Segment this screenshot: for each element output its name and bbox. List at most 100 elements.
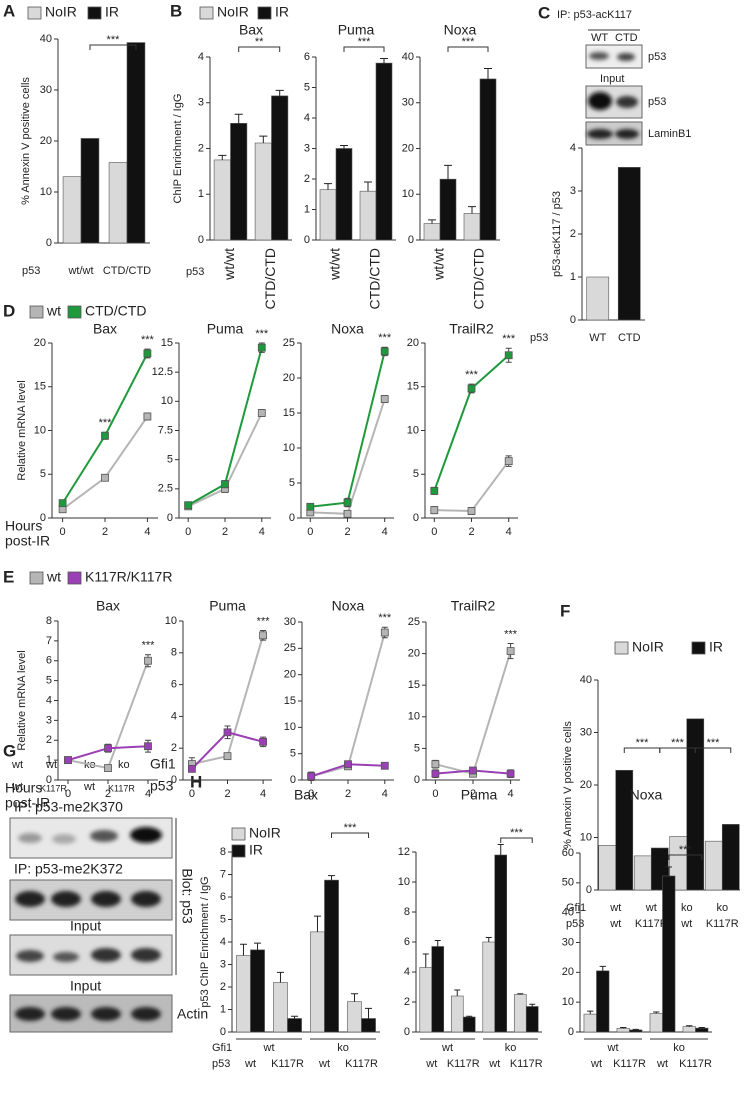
y-tick-label: 20	[562, 966, 574, 978]
blot-band	[53, 952, 79, 962]
error-bar	[665, 866, 672, 876]
significance-label: ***	[510, 827, 524, 839]
row-label: p53	[150, 778, 174, 794]
error-bar	[484, 67, 492, 79]
y-tick-label: 10	[580, 831, 592, 843]
x-axis-label: Hours	[5, 518, 42, 534]
chart-title: Puma	[209, 598, 246, 614]
significance-bracket	[694, 747, 732, 753]
significance-bracket	[500, 837, 533, 843]
blot-row-label: p53	[648, 51, 666, 63]
significance-label: ***	[358, 36, 372, 48]
significance-label: ***	[671, 737, 685, 749]
x-tick-label: K117R	[510, 1058, 543, 1070]
legend-label: wt	[46, 303, 61, 319]
x-axis-label: Hours	[5, 780, 42, 796]
x-tick-label: wt	[680, 918, 692, 930]
bar	[616, 1028, 630, 1033]
y-tick-label: 4	[198, 51, 204, 63]
y-tick-label: 10	[398, 876, 410, 888]
bar	[423, 223, 441, 241]
lane-label: wt	[45, 759, 57, 771]
blot-band	[588, 92, 612, 110]
category-axis-label: p53	[566, 918, 584, 930]
x-axis-label: post-IR	[5, 533, 50, 549]
y-tick-label: 3	[46, 714, 52, 726]
y-tick-label: 0	[413, 512, 419, 524]
error-bar	[380, 58, 388, 64]
blot-strip	[585, 121, 643, 146]
blot-band	[616, 96, 638, 108]
y-tick-label: 40	[580, 674, 592, 686]
y-tick-label: 5	[40, 468, 46, 480]
blot-band	[615, 129, 639, 139]
y-tick-label: 2	[304, 173, 310, 185]
blot-band	[51, 891, 81, 907]
y-tick-label: 40	[40, 33, 52, 45]
bar	[721, 824, 740, 891]
y-tick-label: 4	[46, 694, 52, 706]
group-label: ko	[337, 1042, 349, 1054]
y-tick-label: 0	[46, 774, 52, 786]
blot-label: Input	[70, 978, 101, 994]
y-tick-label: 30	[40, 84, 52, 96]
significance-label: **	[255, 36, 264, 48]
marker	[380, 628, 389, 637]
legend-label: NoIR	[45, 4, 77, 20]
category-axis-label: p53	[186, 266, 204, 278]
bar	[463, 213, 481, 241]
legend-swatch	[231, 827, 246, 841]
bar	[431, 946, 445, 1033]
y-tick-label: 0	[171, 774, 177, 786]
y-tick-label: 10	[408, 711, 420, 723]
marker	[257, 343, 266, 352]
marker	[430, 506, 439, 515]
blot-band	[18, 833, 42, 843]
x-tick-label: 0	[307, 526, 313, 538]
error-bar	[587, 1010, 594, 1015]
x-tick-label: CTD/CTD	[471, 248, 487, 309]
error-bar	[686, 1025, 693, 1027]
panel-letter: A	[3, 1, 15, 20]
x-tick-label: 4	[506, 526, 512, 538]
chart-title: Puma	[338, 22, 375, 38]
marker	[223, 728, 232, 737]
group-label: wt	[609, 902, 621, 914]
y-tick-label: 2	[404, 996, 410, 1008]
error-bar	[328, 875, 336, 881]
marker	[431, 760, 440, 769]
legend-label: IR	[249, 842, 263, 858]
bar	[704, 840, 723, 891]
x-tick-label: wt	[244, 1058, 256, 1070]
significance-label: ***	[636, 737, 650, 749]
y-tick-label: 0	[570, 314, 576, 326]
blot-row-label: LaminB1	[648, 128, 691, 140]
bar	[126, 42, 146, 244]
lane-label: K117R	[108, 783, 135, 793]
error-bar	[239, 943, 247, 956]
y-tick-label: 2	[46, 734, 52, 746]
panel-letter: H	[190, 772, 202, 791]
blot-band	[91, 948, 121, 962]
blot-c: IP: p53-acK117 WT CTD p53 Input p53 Lami…	[557, 9, 691, 146]
category-axis-label: p53	[530, 332, 548, 344]
y-axis-label: p53 ChIP Enrichment / IgG	[199, 876, 211, 1007]
x-tick-label: 0	[60, 526, 66, 538]
x-tick-label: 2	[345, 788, 351, 800]
group-label: wt	[607, 1042, 619, 1054]
group-label: ko	[681, 902, 693, 914]
error-bar	[254, 942, 262, 950]
marker	[504, 351, 513, 360]
bar	[583, 1013, 597, 1033]
x-tick-label: 4	[382, 526, 388, 538]
group-label: ko	[716, 902, 728, 914]
row-label: Gfi1	[150, 756, 176, 772]
y-tick-label: 10	[283, 442, 295, 454]
panel-letter: G	[3, 741, 16, 760]
error-bar	[340, 144, 348, 149]
y-tick-label: 8	[220, 846, 226, 858]
marker	[306, 502, 315, 511]
marker	[307, 772, 316, 781]
marker	[187, 764, 196, 773]
y-tick-label: 8	[171, 647, 177, 659]
